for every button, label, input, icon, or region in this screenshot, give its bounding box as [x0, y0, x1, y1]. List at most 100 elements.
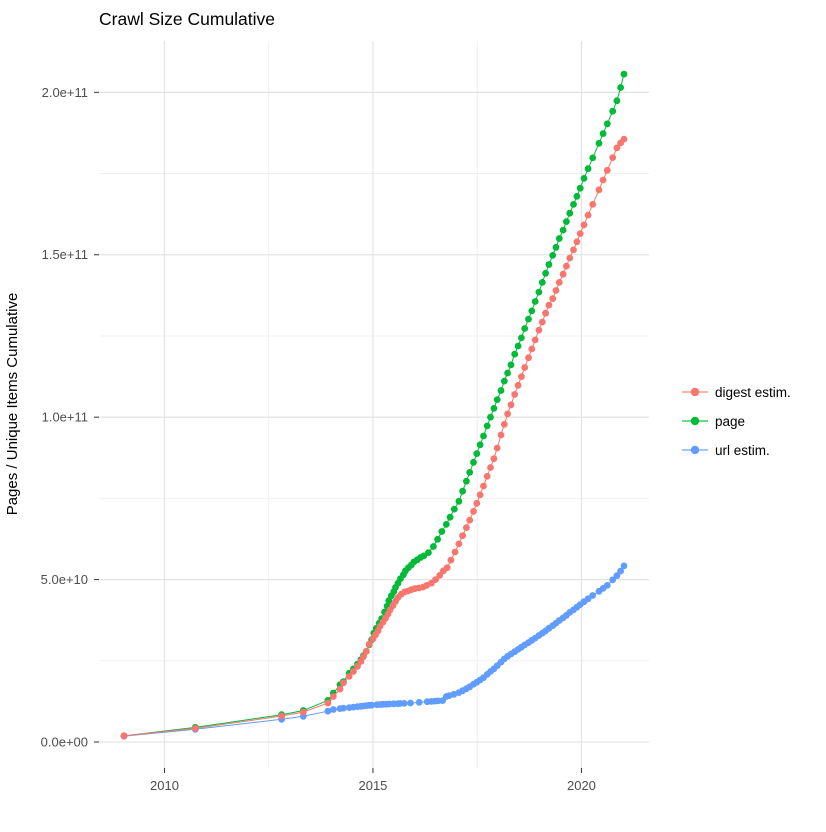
- data-point-page: [580, 175, 588, 182]
- x-tick-label: 2015: [358, 778, 387, 793]
- y-tick-label: 1.5e+11: [42, 247, 88, 262]
- data-point-digest: [466, 516, 474, 524]
- data-point-digest: [329, 693, 337, 700]
- legend-label: digest estim.: [715, 384, 791, 400]
- data-point-digest: [299, 708, 307, 716]
- data-point-url: [324, 707, 332, 715]
- data-point-page: [566, 209, 574, 217]
- data-point-page: [521, 325, 529, 332]
- data-point-page: [450, 505, 458, 513]
- data-point-digest: [120, 732, 128, 740]
- legend-key-icon: [682, 387, 708, 397]
- legend: digest estim. page url estim.: [682, 383, 791, 459]
- data-point-digest: [542, 309, 549, 317]
- data-point-page: [514, 342, 522, 350]
- y-tick-label: 5.0e+10: [41, 572, 88, 587]
- y-tick-label: 1.0e+11: [42, 410, 88, 425]
- data-point-page: [455, 497, 463, 505]
- data-point-digest: [563, 262, 570, 270]
- data-point-digest: [531, 336, 539, 344]
- data-point-url: [613, 572, 621, 580]
- legend-item-url: url estim.: [682, 441, 791, 459]
- data-point-digest: [500, 420, 508, 428]
- series-url: [120, 562, 628, 740]
- data-point-digest: [538, 318, 546, 326]
- data-point-page: [545, 261, 553, 268]
- data-point-page: [507, 361, 515, 369]
- data-point-page: [542, 269, 549, 277]
- data-point-digest: [493, 444, 501, 452]
- data-point-digest: [620, 135, 628, 143]
- data-point-digest: [497, 431, 505, 439]
- data-point-digest: [336, 685, 344, 693]
- data-point-page: [504, 369, 511, 377]
- data-point-page: [470, 458, 477, 466]
- data-point-page: [559, 226, 567, 234]
- y-tick-label: 0.0e+00: [41, 735, 88, 750]
- data-point-digest: [480, 482, 487, 490]
- data-point-digest: [365, 640, 373, 648]
- data-point-url: [415, 699, 423, 706]
- data-point-digest: [570, 246, 577, 254]
- legend-key-dot: [690, 445, 700, 455]
- data-point-digest: [514, 381, 522, 389]
- data-point-digest: [483, 472, 491, 480]
- data-point-digest: [549, 295, 557, 302]
- data-point-page: [555, 235, 563, 242]
- data-point-url: [329, 706, 337, 713]
- data-point-digest: [451, 548, 459, 556]
- data-point-page: [609, 107, 617, 115]
- data-point-digest: [599, 176, 607, 184]
- data-point-digest: [595, 186, 603, 194]
- data-point-digest: [504, 410, 511, 418]
- data-point-page: [620, 70, 628, 78]
- legend-item-page: page: [682, 412, 791, 430]
- data-point-page: [570, 201, 577, 208]
- data-point-digest: [580, 221, 588, 229]
- data-point-page: [480, 432, 487, 440]
- data-point-digest: [447, 556, 455, 564]
- data-point-page: [511, 350, 519, 358]
- data-point-page: [425, 549, 432, 556]
- data-point-page: [438, 528, 446, 535]
- data-point-page: [525, 315, 532, 323]
- data-point-page: [487, 413, 494, 421]
- data-point-digest: [555, 279, 563, 286]
- data-point-digest: [278, 712, 285, 720]
- data-point-url: [609, 576, 617, 584]
- data-point-digest: [459, 532, 466, 540]
- data-point-page: [442, 521, 450, 528]
- data-point-page: [549, 252, 557, 259]
- data-point-page: [613, 97, 621, 105]
- legend-key-icon: [682, 445, 708, 455]
- data-point-digest: [432, 576, 439, 583]
- data-point-digest: [470, 508, 477, 515]
- x-tick-label: 2010: [150, 778, 179, 793]
- data-point-page: [466, 469, 474, 476]
- data-point-page: [531, 298, 539, 305]
- data-point-page: [573, 192, 581, 200]
- data-point-page: [589, 154, 597, 162]
- series-digest: [120, 135, 628, 740]
- data-point-digest: [362, 648, 370, 655]
- data-point-digest: [360, 653, 367, 660]
- data-point-digest: [463, 524, 470, 531]
- data-point-digest: [518, 373, 525, 380]
- data-point-digest: [345, 673, 353, 680]
- data-point-digest: [340, 679, 347, 687]
- data-series-layer: [120, 70, 628, 740]
- data-point-url: [407, 699, 414, 707]
- data-point-page: [463, 477, 470, 485]
- major-gridlines: [99, 41, 649, 768]
- data-point-page: [483, 422, 491, 430]
- data-point-digest: [528, 345, 536, 353]
- data-point-digest: [511, 391, 519, 398]
- data-point-page: [576, 184, 584, 192]
- series-line-digest: [123, 138, 625, 737]
- data-point-digest: [535, 326, 543, 334]
- data-point-digest: [521, 364, 529, 371]
- data-point-digest: [191, 725, 199, 732]
- data-point-page: [584, 165, 592, 173]
- data-point-page: [528, 307, 536, 315]
- data-point-page: [552, 243, 560, 251]
